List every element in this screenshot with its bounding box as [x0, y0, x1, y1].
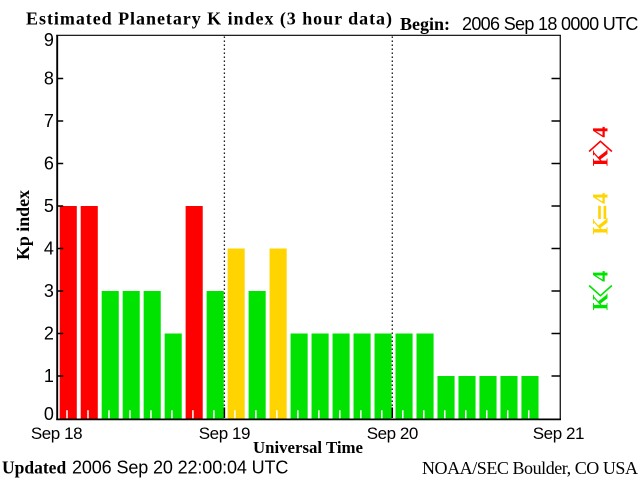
svg-text:Begin:: Begin: [400, 14, 450, 34]
svg-text:Kp index: Kp index [13, 190, 33, 260]
svg-text:Estimated Planetary K index (3: Estimated Planetary K index (3 hour data… [26, 9, 392, 30]
svg-text:2: 2 [44, 324, 54, 344]
svg-text:K: K [588, 218, 613, 235]
svg-text:4: 4 [588, 127, 613, 138]
svg-text:2006 Sep 20 22:00:04 UTC: 2006 Sep 20 22:00:04 UTC [72, 458, 288, 478]
svg-text:4: 4 [588, 193, 613, 204]
svg-text:Sep 20: Sep 20 [367, 424, 418, 443]
svg-text:0: 0 [44, 404, 54, 424]
svg-text:1: 1 [44, 366, 54, 386]
svg-text:Sep 19: Sep 19 [199, 424, 250, 443]
svg-text:3: 3 [44, 281, 54, 301]
svg-text:5: 5 [44, 196, 54, 216]
svg-text:9: 9 [44, 30, 54, 50]
svg-text:K: K [588, 149, 613, 166]
svg-text:Sep 18: Sep 18 [31, 424, 82, 443]
svg-text:4: 4 [44, 239, 54, 259]
svg-text:K: K [588, 293, 613, 310]
svg-text:NOAA/SEC Boulder, CO USA: NOAA/SEC Boulder, CO USA [422, 458, 638, 478]
svg-text:Universal Time: Universal Time [253, 438, 363, 457]
svg-text:Sep 21: Sep 21 [533, 424, 584, 443]
svg-text:2006 Sep 18 0000 UTC: 2006 Sep 18 0000 UTC [462, 14, 638, 34]
svg-text:4: 4 [588, 271, 613, 282]
svg-text:6: 6 [44, 154, 54, 174]
svg-text:7: 7 [44, 111, 54, 131]
svg-text:8: 8 [44, 69, 54, 89]
svg-text:Updated: Updated [2, 458, 66, 478]
